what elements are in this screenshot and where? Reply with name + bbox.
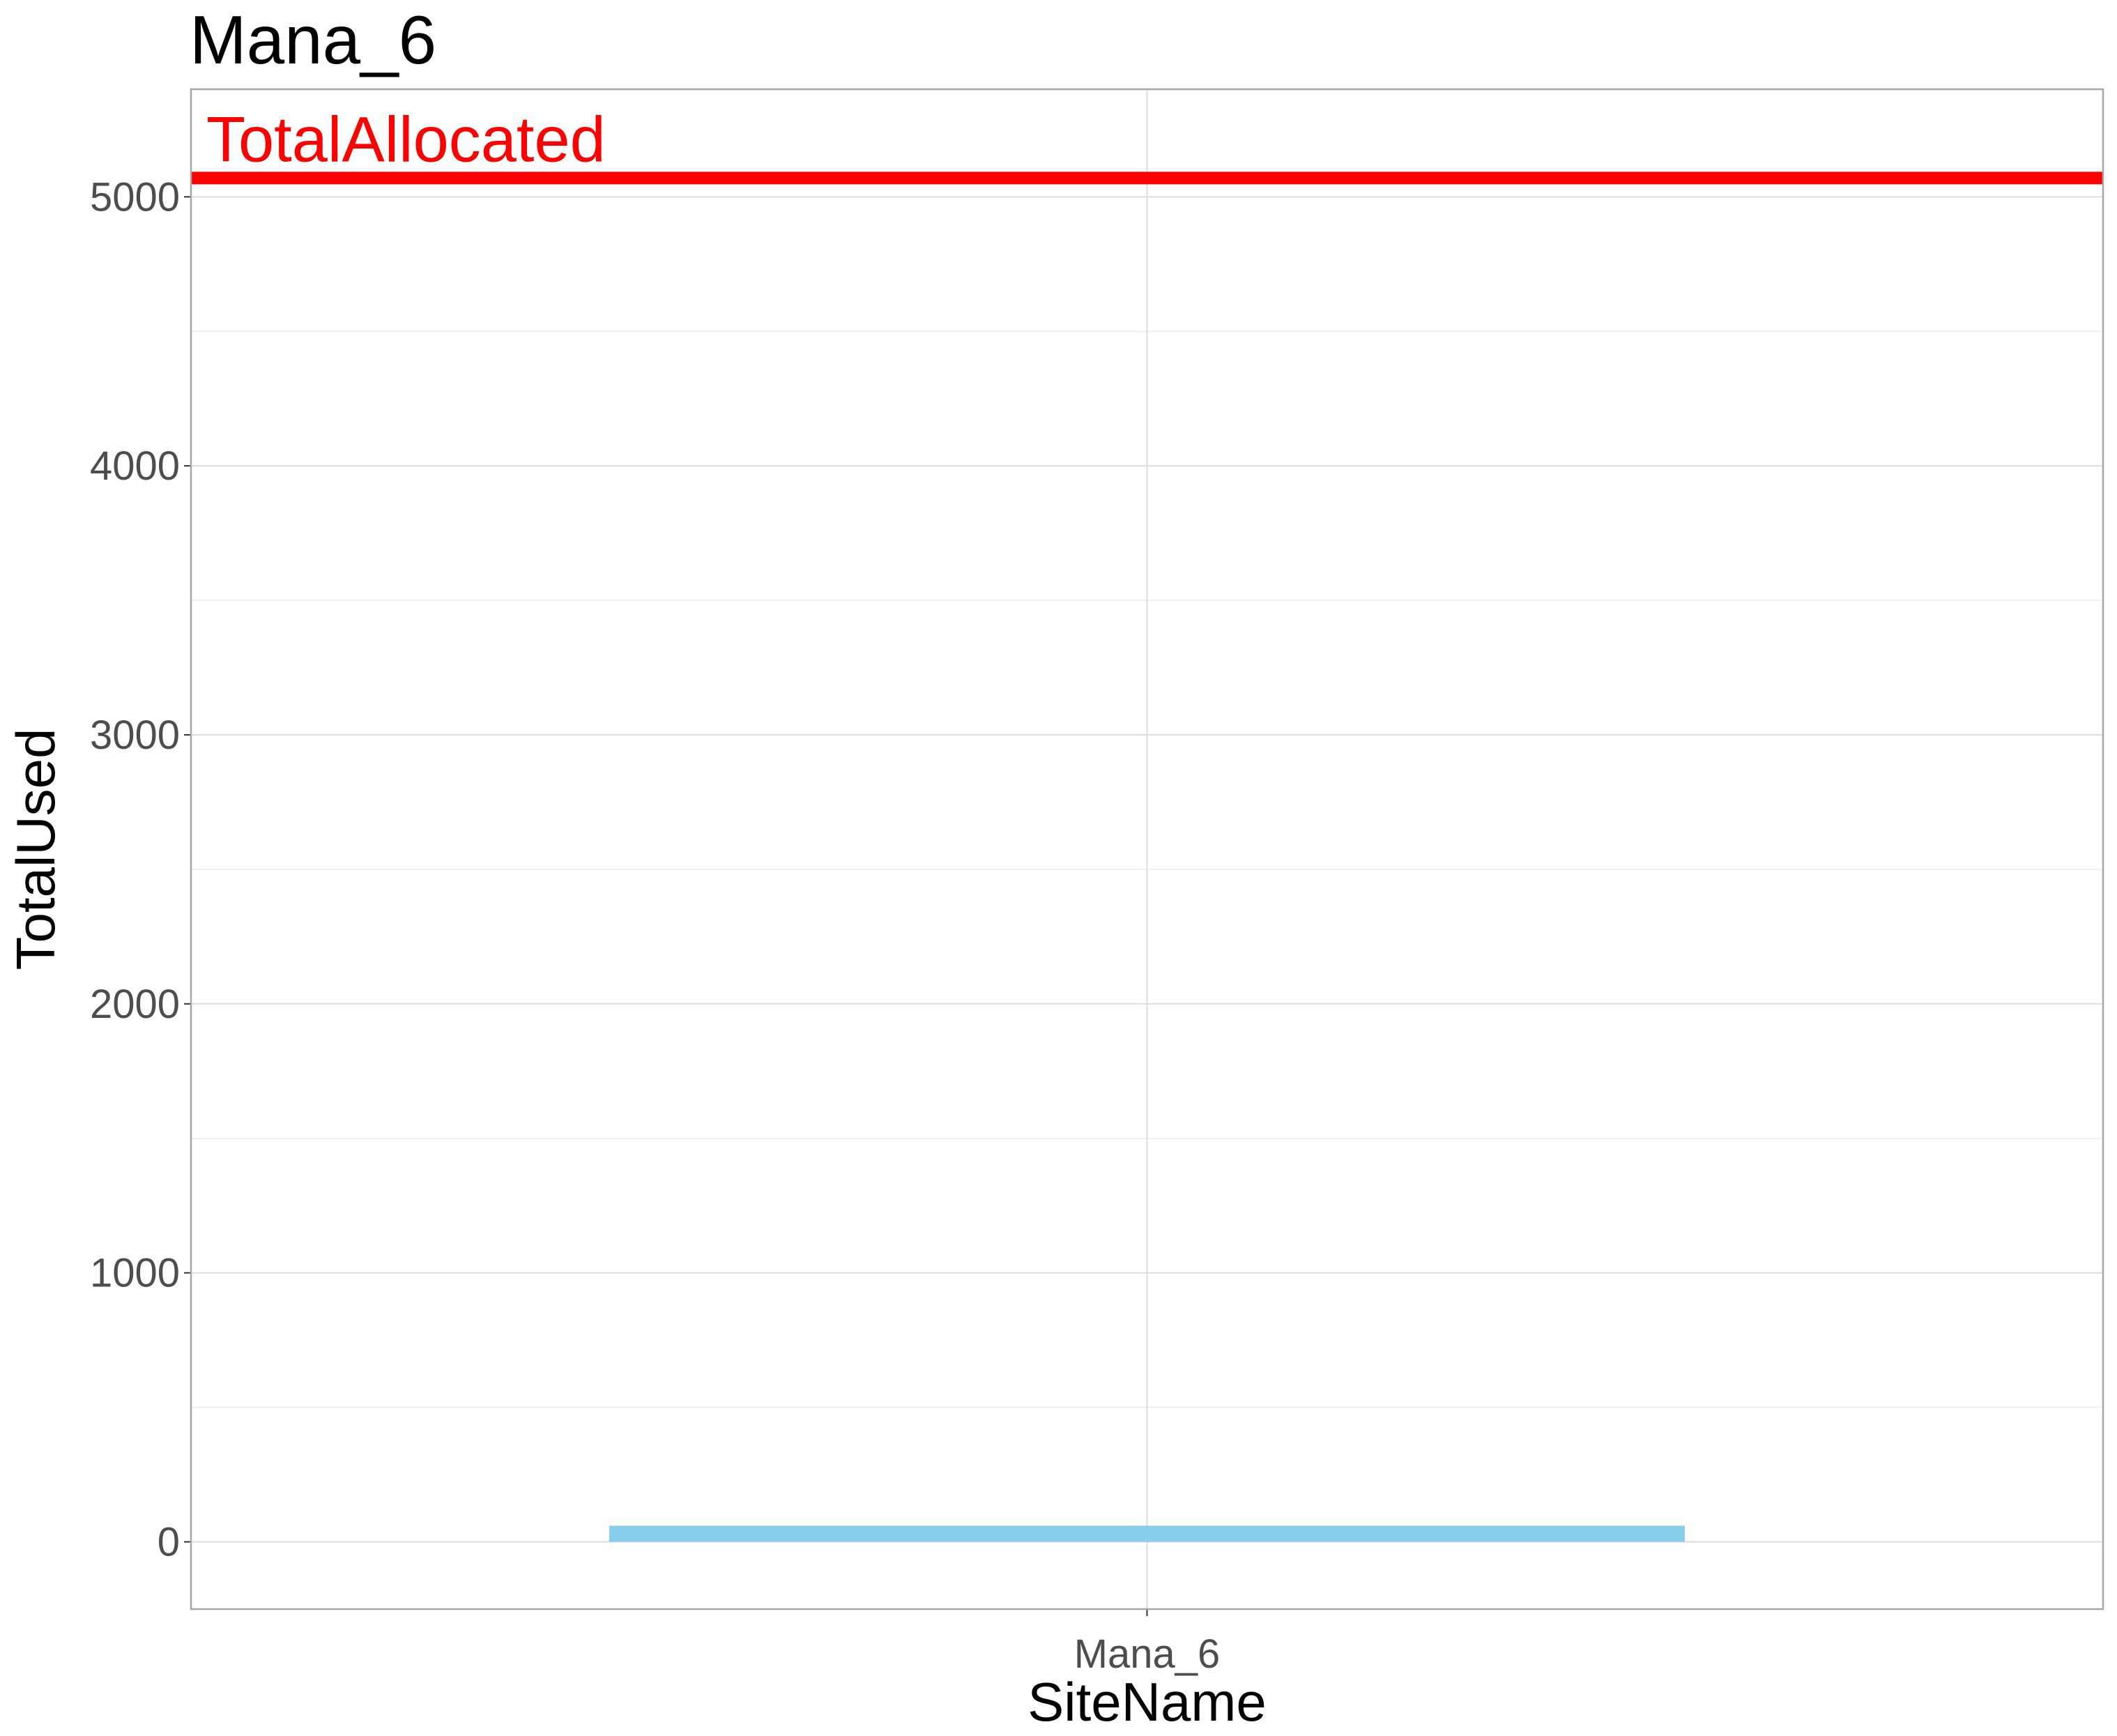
chart-title: Mana_6 (190, 1, 437, 78)
bar (609, 1525, 1685, 1542)
plot-border (190, 88, 2104, 1611)
x-tick-label: Mana_6 (1074, 1631, 1221, 1677)
y-tick-label: 4000 (90, 443, 180, 489)
y-tick-label: 5000 (90, 174, 180, 220)
y-tick-label: 3000 (90, 713, 180, 758)
y-tick-label: 1000 (90, 1251, 180, 1296)
x-axis-title: SiteName (1027, 1671, 1266, 1733)
y-tick-label: 0 (158, 1520, 180, 1565)
reference-line-label: TotalAllocated (206, 104, 606, 175)
y-axis-title: TotalUsed (5, 729, 66, 970)
y-tick-label: 2000 (90, 982, 180, 1027)
